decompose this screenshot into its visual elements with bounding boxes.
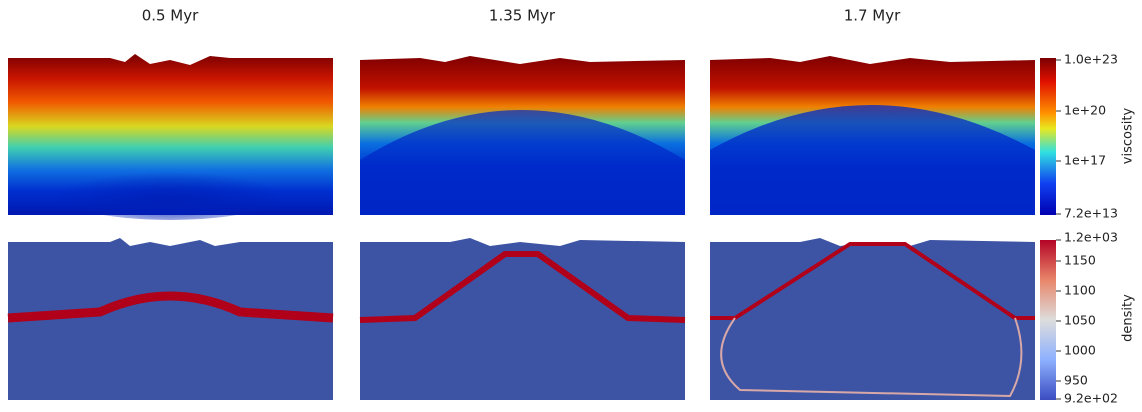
colorbar-tick-label: 1100 — [1064, 283, 1096, 298]
density-panel — [710, 238, 1035, 400]
density-layer — [359, 251, 686, 323]
colorbar-label: viscosity — [1121, 108, 1136, 165]
colorbar-tick-label: 7.2e+13 — [1064, 206, 1118, 221]
viscosity-panel — [360, 110, 685, 215]
colorbar-tick-label: 1e+17 — [1064, 153, 1106, 168]
colorbar-tick-label: 1000 — [1064, 343, 1096, 358]
colorbar-tick-label: 1.0e+23 — [1064, 52, 1118, 67]
density-panel — [360, 238, 685, 400]
panel-title: 0.5 Myr — [142, 7, 199, 25]
panel-title: 1.35 Myr — [489, 7, 556, 25]
density-layer — [710, 242, 1035, 320]
colorbar-tick-label: 1e+20 — [1064, 103, 1106, 118]
colorbar-tick-label: 1050 — [1064, 313, 1096, 328]
density-layer — [7, 291, 334, 323]
colorbar-tick-label: 9.2e+02 — [1064, 391, 1118, 406]
viscosity-panel — [710, 105, 1035, 215]
colorbar — [1040, 58, 1056, 215]
colorbar-tick-label: 1.2e+03 — [1064, 230, 1118, 245]
colorbar — [1040, 240, 1056, 400]
colorbar-tick-label: 1150 — [1064, 253, 1096, 268]
density-panel — [8, 238, 333, 400]
density-layer — [720, 317, 1023, 398]
colorbar-label: density — [1121, 294, 1136, 342]
colorbar-tick-label: 950 — [1064, 373, 1088, 388]
viscosity-panel — [50, 160, 290, 220]
panel-title: 1.7 Myr — [844, 7, 901, 25]
colorbar-ticks — [1056, 59, 1061, 400]
density-panels — [7, 238, 1035, 400]
